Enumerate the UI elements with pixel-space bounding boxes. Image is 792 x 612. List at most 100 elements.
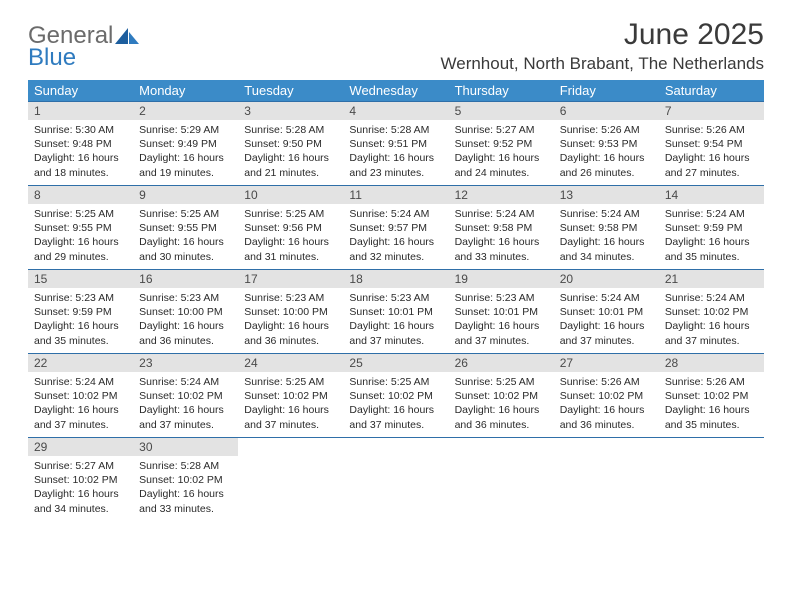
sunrise-line: Sunrise: 5:27 AM: [34, 459, 127, 473]
day-details: Sunrise: 5:27 AMSunset: 9:52 PMDaylight:…: [449, 120, 554, 184]
location-line: Wernhout, North Brabant, The Netherlands: [441, 54, 765, 74]
daylight-line-2: and 35 minutes.: [34, 334, 127, 348]
day-details: Sunrise: 5:25 AMSunset: 9:55 PMDaylight:…: [28, 204, 133, 268]
daylight-line-1: Daylight: 16 hours: [244, 235, 337, 249]
day-number: 22: [28, 354, 133, 372]
calendar-cell: 25Sunrise: 5:25 AMSunset: 10:02 PMDaylig…: [343, 354, 448, 438]
day-number: 16: [133, 270, 238, 288]
calendar-cell: 20Sunrise: 5:24 AMSunset: 10:01 PMDaylig…: [554, 270, 659, 354]
daylight-line-2: and 33 minutes.: [455, 250, 548, 264]
day-details: Sunrise: 5:24 AMSunset: 10:02 PMDaylight…: [28, 372, 133, 436]
daylight-line-2: and 31 minutes.: [244, 250, 337, 264]
sunset-line: Sunset: 10:02 PM: [244, 389, 337, 403]
weekday-header: Thursday: [449, 80, 554, 102]
sunset-line: Sunset: 10:02 PM: [455, 389, 548, 403]
daylight-line-2: and 24 minutes.: [455, 166, 548, 180]
day-number: 2: [133, 102, 238, 120]
sunset-line: Sunset: 9:56 PM: [244, 221, 337, 235]
day-details: Sunrise: 5:23 AMSunset: 10:00 PMDaylight…: [238, 288, 343, 352]
calendar-cell: 23Sunrise: 5:24 AMSunset: 10:02 PMDaylig…: [133, 354, 238, 438]
sunrise-line: Sunrise: 5:26 AM: [665, 375, 758, 389]
sunrise-line: Sunrise: 5:23 AM: [455, 291, 548, 305]
day-number: 6: [554, 102, 659, 120]
weekday-header: Tuesday: [238, 80, 343, 102]
calendar-cell: 26Sunrise: 5:25 AMSunset: 10:02 PMDaylig…: [449, 354, 554, 438]
daylight-line-2: and 35 minutes.: [665, 250, 758, 264]
title-block: June 2025 Wernhout, North Brabant, The N…: [441, 18, 765, 74]
sunset-line: Sunset: 10:02 PM: [34, 389, 127, 403]
day-number: 27: [554, 354, 659, 372]
calendar-cell: 24Sunrise: 5:25 AMSunset: 10:02 PMDaylig…: [238, 354, 343, 438]
daylight-line-2: and 36 minutes.: [560, 418, 653, 432]
daylight-line-1: Daylight: 16 hours: [34, 487, 127, 501]
sunset-line: Sunset: 10:02 PM: [349, 389, 442, 403]
sunrise-line: Sunrise: 5:24 AM: [665, 207, 758, 221]
daylight-line-1: Daylight: 16 hours: [455, 151, 548, 165]
calendar-cell: 30Sunrise: 5:28 AMSunset: 10:02 PMDaylig…: [133, 438, 238, 522]
daylight-line-2: and 18 minutes.: [34, 166, 127, 180]
day-number: 11: [343, 186, 448, 204]
calendar-cell: 29Sunrise: 5:27 AMSunset: 10:02 PMDaylig…: [28, 438, 133, 522]
calendar-cell: 1Sunrise: 5:30 AMSunset: 9:48 PMDaylight…: [28, 102, 133, 186]
day-number: 9: [133, 186, 238, 204]
calendar-header-row: Sunday Monday Tuesday Wednesday Thursday…: [28, 80, 764, 102]
day-details: Sunrise: 5:26 AMSunset: 9:54 PMDaylight:…: [659, 120, 764, 184]
day-details: Sunrise: 5:24 AMSunset: 10:02 PMDaylight…: [133, 372, 238, 436]
calendar-table: Sunday Monday Tuesday Wednesday Thursday…: [28, 80, 764, 522]
page-header: General Blue June 2025 Wernhout, North B…: [28, 18, 764, 74]
day-number: 17: [238, 270, 343, 288]
daylight-line-1: Daylight: 16 hours: [349, 235, 442, 249]
sunrise-line: Sunrise: 5:24 AM: [455, 207, 548, 221]
calendar-cell: 7Sunrise: 5:26 AMSunset: 9:54 PMDaylight…: [659, 102, 764, 186]
daylight-line-2: and 36 minutes.: [455, 418, 548, 432]
day-details: Sunrise: 5:23 AMSunset: 10:00 PMDaylight…: [133, 288, 238, 352]
daylight-line-1: Daylight: 16 hours: [34, 403, 127, 417]
weekday-header: Saturday: [659, 80, 764, 102]
day-details: Sunrise: 5:25 AMSunset: 10:02 PMDaylight…: [238, 372, 343, 436]
daylight-line-1: Daylight: 16 hours: [349, 151, 442, 165]
day-details: Sunrise: 5:25 AMSunset: 10:02 PMDaylight…: [343, 372, 448, 436]
sunset-line: Sunset: 9:58 PM: [455, 221, 548, 235]
daylight-line-2: and 37 minutes.: [665, 334, 758, 348]
daylight-line-2: and 37 minutes.: [139, 418, 232, 432]
day-number: 18: [343, 270, 448, 288]
calendar-cell: 4Sunrise: 5:28 AMSunset: 9:51 PMDaylight…: [343, 102, 448, 186]
day-number: 26: [449, 354, 554, 372]
calendar-cell: 6Sunrise: 5:26 AMSunset: 9:53 PMDaylight…: [554, 102, 659, 186]
day-number: 28: [659, 354, 764, 372]
sunrise-line: Sunrise: 5:28 AM: [349, 123, 442, 137]
day-details: Sunrise: 5:26 AMSunset: 10:02 PMDaylight…: [554, 372, 659, 436]
sunrise-line: Sunrise: 5:24 AM: [560, 291, 653, 305]
sunset-line: Sunset: 10:00 PM: [244, 305, 337, 319]
daylight-line-1: Daylight: 16 hours: [34, 151, 127, 165]
day-details: Sunrise: 5:25 AMSunset: 9:56 PMDaylight:…: [238, 204, 343, 268]
day-details: Sunrise: 5:23 AMSunset: 9:59 PMDaylight:…: [28, 288, 133, 352]
weekday-header: Wednesday: [343, 80, 448, 102]
calendar-cell: 8Sunrise: 5:25 AMSunset: 9:55 PMDaylight…: [28, 186, 133, 270]
sunset-line: Sunset: 9:51 PM: [349, 137, 442, 151]
logo-sail-icon: [115, 26, 141, 46]
calendar-cell: 5Sunrise: 5:27 AMSunset: 9:52 PMDaylight…: [449, 102, 554, 186]
day-number: 5: [449, 102, 554, 120]
day-number: 14: [659, 186, 764, 204]
calendar-cell: 21Sunrise: 5:24 AMSunset: 10:02 PMDaylig…: [659, 270, 764, 354]
sunset-line: Sunset: 9:59 PM: [34, 305, 127, 319]
calendar-cell: 16Sunrise: 5:23 AMSunset: 10:00 PMDaylig…: [133, 270, 238, 354]
daylight-line-1: Daylight: 16 hours: [139, 235, 232, 249]
daylight-line-1: Daylight: 16 hours: [244, 319, 337, 333]
daylight-line-2: and 37 minutes.: [349, 334, 442, 348]
sunset-line: Sunset: 9:48 PM: [34, 137, 127, 151]
day-details: Sunrise: 5:28 AMSunset: 9:50 PMDaylight:…: [238, 120, 343, 184]
day-number: 15: [28, 270, 133, 288]
calendar-week-row: 1Sunrise: 5:30 AMSunset: 9:48 PMDaylight…: [28, 102, 764, 186]
daylight-line-2: and 32 minutes.: [349, 250, 442, 264]
daylight-line-1: Daylight: 16 hours: [34, 319, 127, 333]
sunset-line: Sunset: 9:52 PM: [455, 137, 548, 151]
calendar-cell: 9Sunrise: 5:25 AMSunset: 9:55 PMDaylight…: [133, 186, 238, 270]
calendar-week-row: 15Sunrise: 5:23 AMSunset: 9:59 PMDayligh…: [28, 270, 764, 354]
daylight-line-1: Daylight: 16 hours: [455, 403, 548, 417]
sunrise-line: Sunrise: 5:25 AM: [244, 207, 337, 221]
calendar-cell: [449, 438, 554, 522]
weekday-header: Sunday: [28, 80, 133, 102]
sunrise-line: Sunrise: 5:26 AM: [560, 123, 653, 137]
